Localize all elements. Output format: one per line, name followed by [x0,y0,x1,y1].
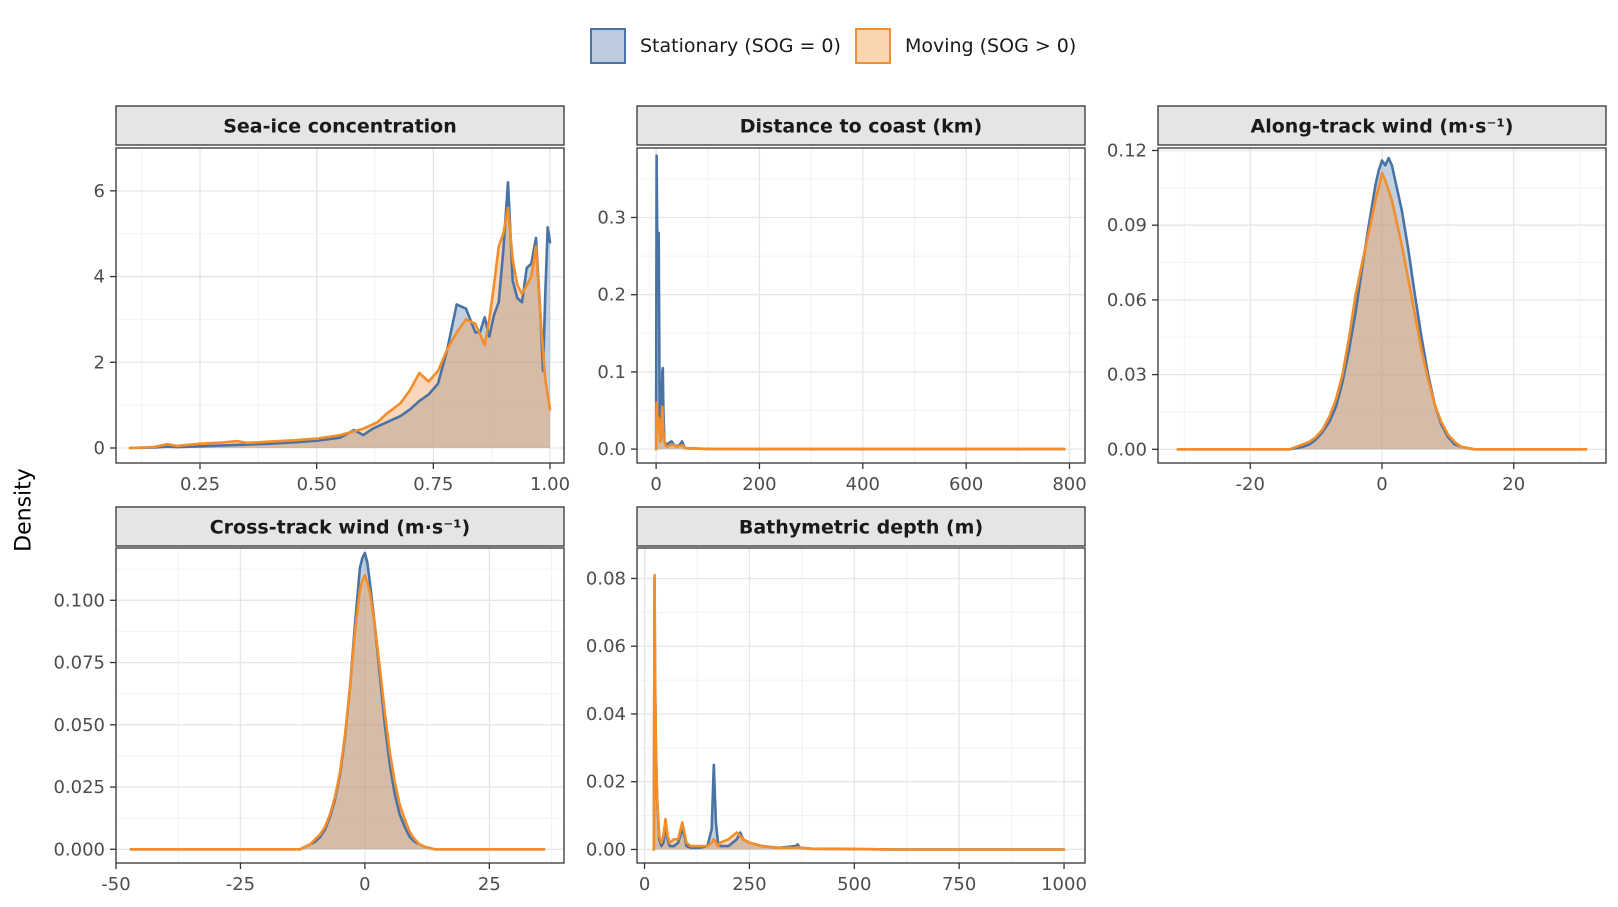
panel-bathymetric-depth-m-y-tick-label: 0.06 [586,636,626,657]
panel-cross-track-wind-m-s-y-tick-label: 0.000 [53,839,105,860]
panel-bathymetric-depth-m-y-tick-label: 0.02 [586,772,626,793]
panel-along-track-wind-m-s-y-tick-label: 0.00 [1107,439,1147,460]
panel-along-track-wind-m-s-area-stationary [1177,158,1587,450]
panel-bathymetric-depth-m-x-tick-label: 250 [732,874,766,895]
panel-cross-track-wind-m-s-y-tick-label: 0.025 [53,777,105,798]
panel-along-track-wind-m-s-x-tick-label: 20 [1502,474,1525,495]
panel-along-track-wind-m-s-line-moving [1176,171,1588,451]
panel-bathymetric-depth-m-x-tick-label: 750 [942,874,976,895]
panel-bathymetric-depth-m-strip-title: Bathymetric depth (m) [739,517,983,539]
legend-item-stationary[interactable]: Stationary (SOG = 0) [590,28,841,64]
panel-bathymetric-depth-m-y-tick-label: 0.04 [586,704,626,725]
panel-along-track-wind-m-s-strip-title: Along-track wind (m·s⁻¹) [1251,116,1514,138]
panel-distance-to-coast-km-x-tick-label: 0 [650,474,661,495]
panel-cross-track-wind-m-s-x-tick-label: 0 [359,874,370,895]
panel-along-track-wind-m-s-y-tick-label: 0.09 [1107,215,1147,236]
panel-distance-to-coast-km-line-moving [654,401,1066,451]
legend-label-stationary: Stationary (SOG = 0) [640,35,841,57]
panel-distance-to-coast-km-y-tick-label: 0.0 [597,439,626,460]
panel-sea-ice-concentration-y-tick-label: 2 [94,352,105,373]
panel-along-track-wind-m-s-x-tick-label: 0 [1376,474,1387,495]
panel-distance-to-coast-km-y-tick-label: 0.3 [597,207,626,228]
panel-sea-ice-concentration-strip-title: Sea-ice concentration [223,116,457,138]
panel-cross-track-wind-m-s-plot-area [129,551,546,851]
panel-distance-to-coast-km-minor-grid [637,148,1085,463]
panel-bathymetric-depth-m-plot-area [652,573,1066,851]
panel-cross-track-wind-m-s-strip-title: Cross-track wind (m·s⁻¹) [210,517,471,539]
panel-sea-ice-concentration-area-moving [130,208,550,448]
panel-sea-ice-concentration-y-tick-label: 6 [94,181,105,202]
panel-along-track-wind-m-s-x-tick-label: -20 [1236,474,1265,495]
panel-along-track-wind-m-s-plot-area [1176,156,1588,451]
panel-distance-to-coast-km-y-tick-label: 0.2 [597,285,626,306]
panel-bathymetric-depth-m-border [636,547,1086,864]
panel-distance-to-coast-km-plot-area [654,154,1066,451]
panel-sea-ice-concentration-y-tick-label: 4 [94,267,105,288]
panel-bathymetric-depth-m-strip [636,506,1086,547]
panel-distance-to-coast-km-strip-title: Distance to coast (km) [740,116,982,138]
panel-along-track-wind-m-s-y-tick-label: 0.06 [1107,290,1147,311]
panel-bathymetric-depth-m-x-tick-label: 1000 [1041,874,1087,895]
panel-bathymetric-depth-m-y-tick-label: 0.08 [586,568,626,589]
panel-sea-ice-concentration-major-grid [116,148,564,463]
panel-along-track-wind-m-s-y-tick-label: 0.03 [1107,365,1147,386]
panel-sea-ice-concentration-plot-area [128,181,552,450]
panel-distance-to-coast-km-x-tick-label: 800 [1052,474,1086,495]
panel-sea-ice-concentration-x-tick-label: 1.00 [530,474,570,495]
panel-distance-to-coast-km-x-tick-label: 200 [742,474,776,495]
panel-sea-ice-concentration-background [116,148,564,463]
legend-key-moving [854,28,891,64]
panel-distance-to-coast-km-strip [636,105,1086,146]
panel-cross-track-wind-m-s-line-moving [129,574,546,851]
panel-along-track-wind-m-s-area-moving [1177,172,1587,450]
panel-cross-track-wind-m-s-area-moving [130,575,545,850]
panel-bathymetric-depth-m-x-tick-label: 500 [837,874,871,895]
panel-distance-to-coast-km-x-tick-label: 600 [949,474,983,495]
panel-sea-ice-concentration-strip [115,105,565,146]
panel-cross-track-wind-m-s-x-tick-label: -25 [226,874,255,895]
panel-cross-track-wind-m-s-y-tick-label: 0.050 [53,715,105,736]
legend: Stationary (SOG = 0) Moving (SOG > 0) [590,26,1090,66]
panel-sea-ice-concentration-y-tick-label: 0 [94,438,105,459]
panel-cross-track-wind-m-s-border [115,547,565,864]
legend-label-moving: Moving (SOG > 0) [904,35,1077,57]
panel-sea-ice-concentration: Sea-ice concentration 0.25 0.50 0.75 1.00 0 2 4… [94,105,570,495]
panel-bathymetric-depth-m-line-moving [652,573,1066,851]
panel-bathymetric-depth-m-x-tick-label: 0 [639,874,650,895]
panel-sea-ice-concentration-line-moving [128,206,552,450]
panel-cross-track-wind-m-s-strip [115,506,565,547]
panel-sea-ice-concentration-line-stationary [128,181,552,450]
panel-bathymetric-depth-m-line-stationary [652,577,1066,851]
panel-cross-track-wind-m-s-x-tick-label: -50 [101,874,130,895]
panel-sea-ice-concentration-area-stationary [130,182,550,449]
panel-sea-ice-concentration-x-tick-label: 0.50 [297,474,337,495]
panel-bathymetric-depth-m: Bathymetric depth (m) 0 250 500 750 1000 0.00 0… [586,506,1087,895]
panel-distance-to-coast-km-border [636,147,1086,464]
panel-sea-ice-concentration-border [115,147,565,464]
legend-key-stationary [590,28,626,64]
panel-sea-ice-concentration-x-tick-label: 0.25 [180,474,220,495]
panel-cross-track-wind-m-s: Cross-track wind (m·s⁻¹) -50 -25 0 25 0.000 0.… [53,506,565,895]
panel-cross-track-wind-m-s-line-stationary [129,551,546,851]
panel-along-track-wind-m-s-strip [1157,105,1607,146]
panel-along-track-wind-m-s-y-tick-label: 0.12 [1107,140,1147,161]
panel-cross-track-wind-m-s-y-tick-label: 0.100 [53,590,105,611]
panel-along-track-wind-m-s: Along-track wind (m·s⁻¹) -20 0 20 0.00 0.03 0.… [1107,105,1607,495]
panel-distance-to-coast-km-x-tick-label: 400 [846,474,880,495]
panel-sea-ice-concentration-x-tick-label: 0.75 [413,474,453,495]
panel-cross-track-wind-m-s-x-tick-label: 25 [478,874,501,895]
legend-item-moving[interactable]: Moving (SOG > 0) [854,28,1077,64]
panel-bathymetric-depth-m-y-tick-label: 0.00 [586,839,626,860]
panel-cross-track-wind-m-s-y-tick-label: 0.075 [53,653,105,674]
panel-distance-to-coast-km: Distance to coast (km) 0 200 400 600 800 0.0 0.… [597,105,1087,495]
panel-distance-to-coast-km-y-tick-label: 0.1 [597,362,626,383]
